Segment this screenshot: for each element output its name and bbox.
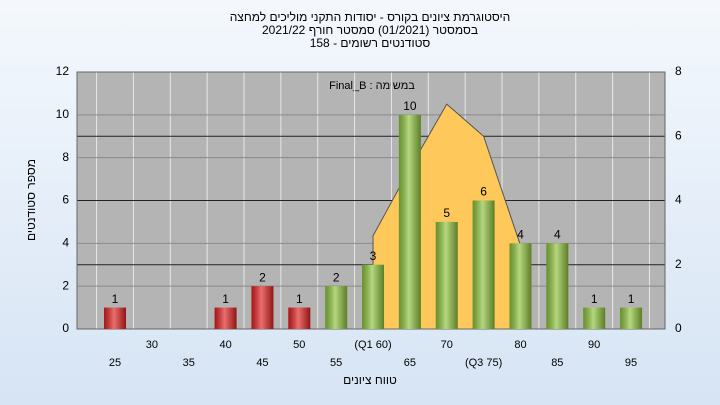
x-tick-label: (Q3 75) bbox=[465, 357, 502, 369]
bar-shine bbox=[472, 200, 495, 329]
bar-shine bbox=[104, 307, 126, 329]
chart-subtitle: סטודנטים רשומים - 158 bbox=[310, 36, 431, 50]
bar-shine bbox=[251, 286, 274, 329]
data-label: 4 bbox=[554, 228, 561, 242]
x-tick-label: 80 bbox=[514, 339, 526, 351]
y2-tick-label: 4 bbox=[675, 193, 682, 207]
bar-shine bbox=[435, 221, 458, 329]
data-label: 4 bbox=[517, 228, 524, 242]
y-tick-label: 2 bbox=[62, 278, 69, 292]
data-label: 1 bbox=[112, 292, 119, 306]
x-tick-label: 85 bbox=[551, 357, 563, 369]
x-tick-label: 25 bbox=[109, 357, 121, 369]
y-tick-label: 12 bbox=[56, 64, 70, 78]
bar-shine bbox=[214, 307, 237, 329]
x-tick-label: 55 bbox=[330, 357, 342, 369]
y-tick-label: 0 bbox=[62, 321, 69, 335]
y2-tick-label: 0 bbox=[675, 321, 682, 335]
x-tick-label: 40 bbox=[219, 339, 231, 351]
x-tick-label: 95 bbox=[625, 357, 637, 369]
bar-shine bbox=[509, 243, 532, 329]
x-tick-label: 50 bbox=[293, 339, 305, 351]
data-label: 1 bbox=[296, 292, 303, 306]
bar-shine bbox=[546, 243, 569, 329]
chart-subtitle: בסמסטר (01/2021) סמסטר חורף 2021/22 bbox=[262, 23, 478, 37]
data-label: 1 bbox=[591, 292, 598, 306]
y-tick-label: 10 bbox=[56, 107, 70, 121]
x-tick-label: 30 bbox=[146, 339, 158, 351]
bar-shine bbox=[620, 307, 643, 329]
data-label: 2 bbox=[333, 270, 340, 284]
data-label: 3 bbox=[370, 249, 377, 263]
data-label: 2 bbox=[259, 270, 266, 284]
y-tick-label: 6 bbox=[62, 193, 69, 207]
bar-shine bbox=[583, 307, 606, 329]
bar-shine bbox=[288, 307, 311, 329]
x-axis-label: טווח ציונים bbox=[343, 373, 397, 387]
x-tick-label: 90 bbox=[588, 339, 600, 351]
x-tick-label: (Q1 60) bbox=[354, 339, 391, 351]
data-label: 1 bbox=[628, 292, 635, 306]
data-label: 6 bbox=[480, 185, 487, 199]
data-label: 5 bbox=[443, 206, 450, 220]
data-label: 10 bbox=[403, 99, 417, 113]
data-label: 1 bbox=[222, 292, 229, 306]
x-tick-label: 70 bbox=[441, 339, 453, 351]
x-tick-label: 65 bbox=[404, 357, 416, 369]
bar-shine bbox=[398, 114, 421, 329]
y2-tick-label: 2 bbox=[675, 257, 682, 271]
y-axis-label: מספר סטודנטים bbox=[24, 159, 38, 241]
y-tick-label: 8 bbox=[62, 150, 69, 164]
annotation: במשימה : Final_B bbox=[329, 80, 415, 92]
y2-tick-label: 6 bbox=[675, 128, 682, 142]
x-tick-label: 45 bbox=[256, 357, 268, 369]
bar-shine bbox=[362, 264, 385, 329]
bar-shine bbox=[325, 286, 348, 329]
y2-tick-label: 8 bbox=[675, 64, 682, 78]
x-tick-label: 35 bbox=[183, 357, 195, 369]
y-tick-label: 4 bbox=[62, 236, 69, 250]
chart-title: היסטוגרמת ציונים בקורס - יסודות התקני מו… bbox=[230, 10, 511, 24]
